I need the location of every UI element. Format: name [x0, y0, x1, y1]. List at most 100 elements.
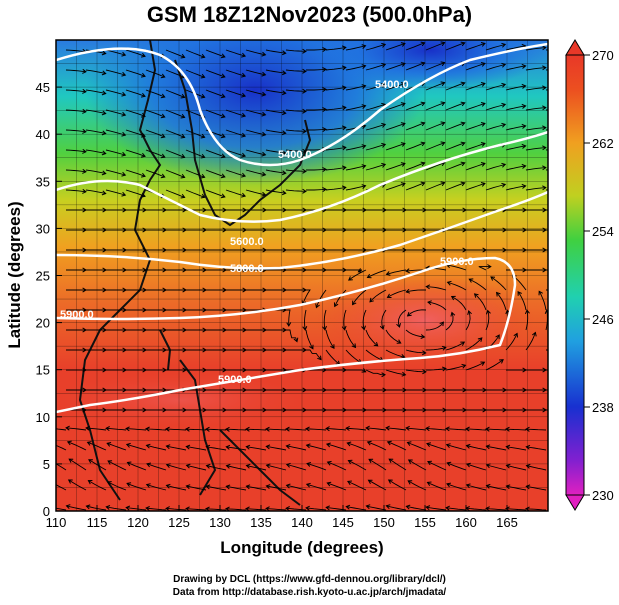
- streamline-arrow: [220, 173, 226, 179]
- streamline: [56, 444, 67, 451]
- streamline-arrow: [441, 345, 447, 351]
- streamline-arrow: [121, 91, 127, 97]
- streamline-arrow: [121, 111, 127, 117]
- streamline: [478, 266, 491, 271]
- streamline: [386, 505, 407, 511]
- streamline: [525, 107, 546, 111]
- streamline-arrow: [445, 443, 451, 448]
- streamline-arrow: [101, 130, 107, 136]
- y-axis-label: Latitude (degrees): [5, 201, 24, 348]
- streamline-arrow: [326, 460, 332, 466]
- streamline: [285, 69, 306, 72]
- streamline: [56, 484, 67, 491]
- streamline-arrow: [351, 343, 357, 349]
- streamline-arrow: [425, 426, 430, 432]
- streamline-arrow: [563, 228, 566, 232]
- streamline: [245, 49, 266, 56]
- streamline: [67, 441, 87, 451]
- streamline-arrow: [460, 341, 466, 346]
- colorbar-tick-label: 254: [592, 224, 614, 239]
- streamline: [226, 446, 247, 451]
- streamline-arrow: [140, 112, 146, 118]
- streamline: [445, 142, 465, 151]
- streamline: [86, 427, 107, 431]
- colorbar-bottom-arrow: [565, 494, 585, 511]
- streamline-arrow: [420, 181, 426, 187]
- streamline-arrow: [563, 87, 567, 91]
- streamline: [346, 269, 363, 273]
- streamline-arrow: [426, 481, 432, 486]
- streamline-arrow: [480, 162, 486, 167]
- streamline-arrow: [381, 42, 387, 48]
- streamline-arrow: [513, 332, 518, 338]
- y-tick-label: 45: [36, 80, 50, 95]
- streamline: [526, 485, 547, 491]
- streamline-arrow: [106, 481, 112, 486]
- streamline: [286, 464, 307, 471]
- streamline-arrow: [322, 187, 327, 193]
- streamline-arrow: [563, 127, 567, 131]
- streamline-arrow: [101, 90, 107, 96]
- streamline: [465, 428, 487, 431]
- streamline-arrow: [421, 350, 427, 356]
- streamline: [385, 162, 406, 171]
- streamline: [545, 169, 548, 171]
- streamline: [466, 445, 487, 451]
- streamline: [388, 458, 407, 471]
- streamline: [485, 183, 506, 191]
- streamline: [446, 264, 467, 271]
- streamline: [65, 189, 86, 193]
- streamline-arrow: [542, 145, 547, 151]
- streamline: [125, 169, 146, 177]
- streamline: [525, 508, 547, 511]
- streamline-arrow: [185, 506, 190, 511]
- streamline-arrow: [325, 505, 331, 511]
- streamline-arrow: [563, 107, 567, 111]
- streamline-arrow: [180, 193, 186, 199]
- streamline: [385, 122, 406, 131]
- streamline-arrow: [261, 131, 267, 137]
- x-tick-label: 125: [168, 515, 190, 530]
- streamline: [245, 169, 266, 176]
- streamline-arrow: [385, 504, 391, 510]
- streamline: [225, 428, 247, 431]
- streamline: [285, 169, 306, 172]
- streamline-arrow: [160, 133, 166, 139]
- streamline: [85, 69, 106, 75]
- streamline: [365, 43, 386, 51]
- streamline: [425, 182, 445, 191]
- streamline: [466, 463, 487, 471]
- streamline: [506, 485, 527, 491]
- streamline-arrow: [107, 460, 113, 465]
- streamline-arrow: [420, 334, 426, 340]
- streamline-arrow: [285, 506, 290, 511]
- streamline-arrow: [460, 101, 466, 107]
- x-tick-label: 135: [250, 515, 272, 530]
- streamline-arrow: [425, 284, 431, 290]
- streamline-arrow: [563, 408, 566, 412]
- streamline-arrow: [322, 127, 327, 133]
- streamline: [405, 42, 425, 51]
- streamline-arrow: [400, 42, 406, 47]
- streamline: [525, 428, 547, 431]
- streamline-arrow: [286, 322, 292, 327]
- streamline-arrow: [65, 504, 71, 509]
- streamline: [545, 89, 548, 91]
- streamline: [225, 508, 247, 511]
- streamline-arrow: [220, 73, 226, 79]
- streamline-arrow: [145, 426, 150, 432]
- streamline: [225, 109, 246, 117]
- streamline: [206, 465, 227, 471]
- streamline: [302, 289, 311, 305]
- streamline: [205, 69, 225, 78]
- streamline: [517, 291, 527, 311]
- streamline: [265, 89, 286, 94]
- streamline-arrow: [225, 444, 231, 450]
- streamline: [125, 129, 146, 137]
- streamline: [445, 162, 465, 171]
- streamline: [285, 129, 306, 132]
- streamline: [505, 428, 527, 431]
- streamline-arrow: [460, 41, 466, 47]
- streamline-arrow: [400, 142, 406, 147]
- streamline: [325, 126, 346, 131]
